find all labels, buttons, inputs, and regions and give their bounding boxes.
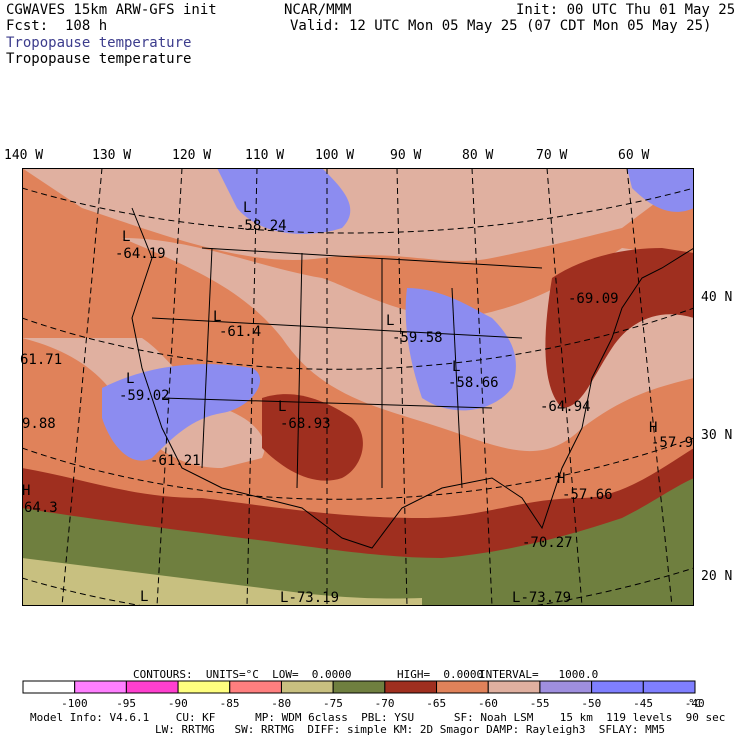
colorbar-tick-label: -45 xyxy=(633,697,653,710)
map-annotation: H xyxy=(22,483,31,499)
colorbar-swatch xyxy=(177,680,231,694)
colorbar-swatch xyxy=(642,680,696,694)
forecast-hour: Fcst: 108 h xyxy=(6,18,108,34)
contours-units: CONTOURS: UNITS=°C LOW= 0.0000 xyxy=(133,668,352,681)
map-annotation: 61.71 xyxy=(20,352,63,368)
colorbar-tick-label: -60 xyxy=(478,697,498,710)
map-annotation: -58.24 xyxy=(236,218,287,234)
map-annotation: 9.88 xyxy=(22,416,56,432)
tropopause-temperature-map xyxy=(22,168,694,606)
map-annotation: L xyxy=(243,200,252,216)
map-annotation: -57.9 xyxy=(651,435,694,451)
field-title-1: Tropopause temperature xyxy=(6,35,192,51)
field-olive-south xyxy=(22,478,694,606)
lon-label: 70 W xyxy=(536,148,568,163)
colorbar-unit: °C xyxy=(688,697,702,710)
model-title: CGWAVES 15km ARW-GFS init xyxy=(6,2,217,18)
colorbar-tick-label: -100 xyxy=(61,697,88,710)
map-annotation: L xyxy=(140,589,149,605)
field-blue-lakes xyxy=(405,288,516,411)
colorbar-tick-label: -80 xyxy=(271,697,292,710)
field-blue-northeast xyxy=(627,168,694,212)
map-annotation: L xyxy=(122,229,131,245)
contours-interval: INTERVAL= 1000.0 xyxy=(479,668,599,681)
model-info-line2: LW: RRTMG SW: RRTMG DIFF: simple KM: 2D … xyxy=(155,723,665,736)
lon-label: 90 W xyxy=(390,148,422,163)
map-annotation: L-73.79 xyxy=(512,590,572,606)
map-annotation: L xyxy=(126,371,135,387)
lon-label: 120 W xyxy=(172,148,212,163)
field-darkred-plains xyxy=(262,394,363,481)
map-annotation: L-73.19 xyxy=(280,590,340,606)
map-annotation: -64.19 xyxy=(115,246,166,262)
colorbar-tick-label: -85 xyxy=(219,697,240,710)
colorbar-tick-label: -75 xyxy=(323,697,343,710)
valid-time: Valid: 12 UTC Mon 05 May 25 (07 CDT Mon … xyxy=(290,18,712,34)
lon-label: 60 W xyxy=(618,148,650,163)
map-annotation: -61.4 xyxy=(219,324,262,340)
map-annotation: L xyxy=(278,399,287,415)
field-blue-southwest xyxy=(102,364,261,461)
colorbar-swatch xyxy=(74,680,127,694)
map-frame xyxy=(22,168,694,606)
colorbar-tick-label: -90 xyxy=(167,697,188,710)
colorbar-tick-label: -55 xyxy=(529,697,550,710)
colorbar-tick-label: -65 xyxy=(426,697,447,710)
graticule xyxy=(22,168,694,606)
map-annotation: -64.94 xyxy=(540,399,591,415)
colorbar-tick-label: -40 xyxy=(684,697,705,710)
field-tan-south xyxy=(22,558,422,606)
map-annotation: -58.66 xyxy=(448,375,499,391)
colorbar-swatch xyxy=(22,680,76,694)
map-annotation: -59.02 xyxy=(119,388,170,404)
map-annotation: L xyxy=(386,313,395,329)
field-darkred-northeast xyxy=(545,248,694,408)
field-blue-north xyxy=(217,168,351,234)
colorbar-swatch xyxy=(280,680,334,694)
map-annotation: -68.93 xyxy=(280,416,331,432)
boundaries xyxy=(131,207,694,549)
model-info-line1: Model Info: V4.6.1 CU: KF MP: WDM 6class… xyxy=(30,711,726,724)
lon-label: 130 W xyxy=(92,148,132,163)
colorbar xyxy=(22,680,696,694)
colorbar-swatch xyxy=(539,680,593,694)
colorbar-swatch xyxy=(229,680,282,694)
map-annotation: L xyxy=(452,359,461,375)
lon-label: 100 W xyxy=(315,148,355,163)
map-annotation: L xyxy=(213,309,222,325)
map-annotation: -69.09 xyxy=(568,291,619,307)
init-time: Init: 00 UTC Thu 01 May 25 xyxy=(516,2,736,18)
lat-label: 40 N xyxy=(701,290,733,305)
colorbar-swatch xyxy=(332,680,386,694)
colorbar-tick-label: -50 xyxy=(581,697,602,710)
field-title-2: Tropopause temperature xyxy=(6,51,192,67)
lon-label: 110 W xyxy=(245,148,285,163)
map-annotation: -59.58 xyxy=(392,330,443,346)
map-annotation: 64.3 xyxy=(24,500,58,516)
lon-label: 140 W xyxy=(4,148,44,163)
lat-label: 20 N xyxy=(701,569,733,584)
lat-label: 30 N xyxy=(701,428,733,443)
colorbar-swatch xyxy=(436,680,489,694)
field-light-region xyxy=(22,168,694,261)
map-annotation: H xyxy=(649,420,658,436)
colorbar-swatch xyxy=(591,680,644,694)
colorbar-swatch xyxy=(125,680,179,694)
colorbar-tick-label: -70 xyxy=(374,697,395,710)
lon-label: 80 W xyxy=(462,148,494,163)
map-annotation: -70.27 xyxy=(522,535,573,551)
colorbar-swatch xyxy=(384,680,438,694)
map-annotation: H xyxy=(557,471,566,487)
map-annotation: -57.66 xyxy=(562,487,613,503)
center-name: NCAR/MMM xyxy=(284,2,352,18)
colorbar-tick-label: -95 xyxy=(116,697,137,710)
contours-high: HIGH= 0.0000 xyxy=(397,668,484,681)
map-annotation: -61.21 xyxy=(150,453,201,469)
colorbar-swatch xyxy=(487,680,541,694)
